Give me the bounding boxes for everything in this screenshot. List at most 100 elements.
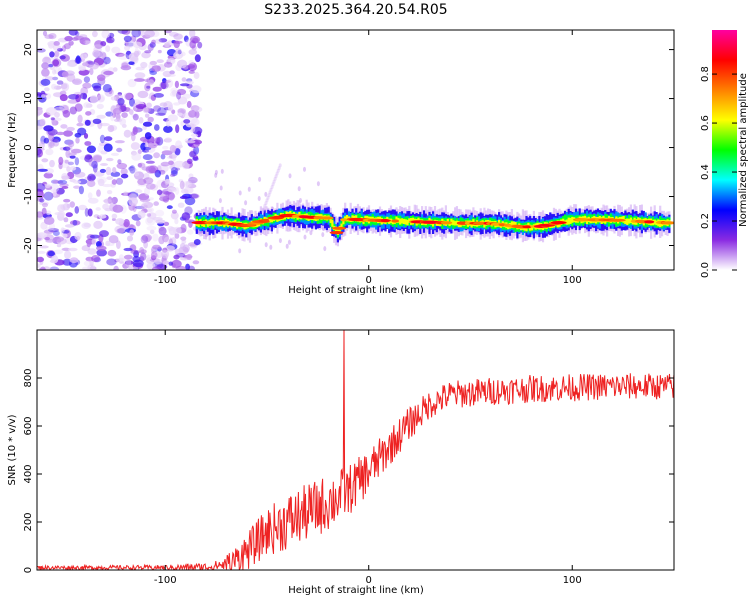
signal-cell [562,218,565,224]
noise-blob [57,48,63,52]
colorbar-gradient [712,30,737,270]
noise-blob [186,229,194,235]
noise-blob [150,251,158,259]
noise-blob [188,193,199,199]
noise-blob [47,141,53,150]
noise-blob [73,185,81,189]
noise-blob [53,236,65,243]
noise-blob [99,168,106,173]
noise-blob [72,219,78,226]
noise-blob [144,50,152,54]
noise-blob [182,93,192,99]
noise-blob [189,40,196,49]
noise-blob [197,41,203,49]
noise-blob [37,125,43,130]
noise-blob [98,51,107,59]
noise-blob [57,179,68,185]
noise-blob [52,188,57,197]
noise-blob [106,176,113,181]
noise-blob [167,104,174,112]
noise-blob [44,236,50,241]
signal-cell [340,223,343,230]
noise-blob [98,214,107,219]
noise-blob [145,165,156,174]
noise-blob [41,62,50,70]
noise-blob [117,159,122,165]
noise-blob [93,214,100,218]
noise-blob [59,94,68,102]
colorbar: 0.0 0.2 0.4 0.6 0.8 Normalized spectral ampl… [700,30,749,278]
noise-blob [42,202,48,208]
noise-blob [115,257,126,263]
noise-blob [110,171,121,177]
snr-panel: -100 0 100 0 200 400 600 800 Height of straight… [7,329,675,596]
noise-blob [37,192,45,199]
noise-blob [165,73,176,77]
noise-blob [120,168,128,175]
noise-blob [146,85,151,89]
signal-streak [278,163,282,168]
noise-blob [116,228,125,234]
signal-peak [329,231,344,235]
noise-blob [145,183,156,190]
noise-blob [43,191,54,201]
noise-blob [134,189,143,194]
noise-blob [155,112,166,116]
noise-blob [85,111,92,116]
noise-blob [102,203,109,210]
noise-blob [67,161,74,166]
noise-blob [186,100,192,109]
snr-ticks: -100 0 100 0 200 400 600 800 [23,330,674,586]
noise-blob [87,179,96,188]
noise-blob [84,141,92,146]
noise-blob [117,92,123,96]
noise-blob [175,124,180,134]
noise-blob [37,232,48,239]
colorbar-ticks: 0.0 0.2 0.4 0.6 0.8 [700,66,737,278]
noise-blob [140,235,149,244]
noise-blob [148,165,159,174]
noise-blob [97,178,105,187]
noise-blob [84,208,89,217]
noise-blob [165,79,174,88]
noise-blob [60,227,65,233]
noise-blob [93,155,102,163]
noise-blob [49,266,60,270]
noise-blob [96,245,107,251]
noise-blob [112,204,124,213]
noise-speck [321,232,325,238]
noise-blob [176,91,182,100]
snr-frame [36,329,675,571]
noise-blob [142,125,147,131]
noise-blob [52,76,59,81]
noise-blob [154,124,160,131]
noise-blob [164,61,173,68]
noise-speck [244,200,248,206]
noise-blob [158,226,167,236]
noise-blob [123,129,132,138]
noise-blob [168,261,173,266]
noise-blob [131,30,141,38]
noise-blob [151,65,161,72]
noise-blob [78,66,86,71]
noise-blob [193,106,203,113]
noise-blob [169,70,175,75]
noise-blob [89,95,99,104]
noise-blob [86,145,96,154]
signal-cell [270,218,273,223]
noise-blob [91,238,97,245]
noise-blob [173,102,181,106]
signal-peak [609,218,626,222]
noise-blob [96,114,106,119]
noise-blob [117,30,129,34]
noise-blob [162,145,169,150]
noise-blob [56,131,65,136]
colorbar-label: Normalized spectral amplitude [738,73,749,227]
noise-speck [214,169,218,175]
noise-blob [72,78,83,85]
noise-blob [163,260,170,265]
noise-blob [142,121,153,127]
noise-blob [48,228,59,233]
noise-blob [172,152,177,162]
noise-blob [42,30,48,36]
